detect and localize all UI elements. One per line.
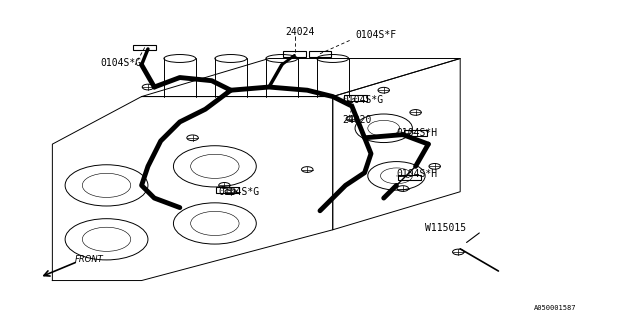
Bar: [283, 51, 306, 57]
Bar: [133, 44, 156, 50]
Text: A050001587: A050001587: [534, 305, 576, 310]
Bar: [404, 130, 427, 136]
Bar: [216, 187, 239, 193]
Text: 0104S*G: 0104S*G: [218, 187, 259, 197]
Text: 24024: 24024: [285, 27, 314, 36]
Text: 0104S*F: 0104S*F: [355, 30, 396, 40]
Text: 0104S*H: 0104S*H: [396, 169, 438, 179]
Text: 24020: 24020: [342, 115, 372, 125]
Bar: [344, 95, 367, 101]
Bar: [308, 51, 332, 57]
Text: 0104S*G: 0104S*G: [342, 95, 383, 105]
Text: W115015: W115015: [425, 223, 467, 233]
Text: FRONT: FRONT: [75, 255, 104, 264]
Text: 0104S*H: 0104S*H: [396, 128, 438, 138]
Bar: [397, 175, 420, 180]
Text: 0104S*G: 0104S*G: [100, 58, 141, 68]
